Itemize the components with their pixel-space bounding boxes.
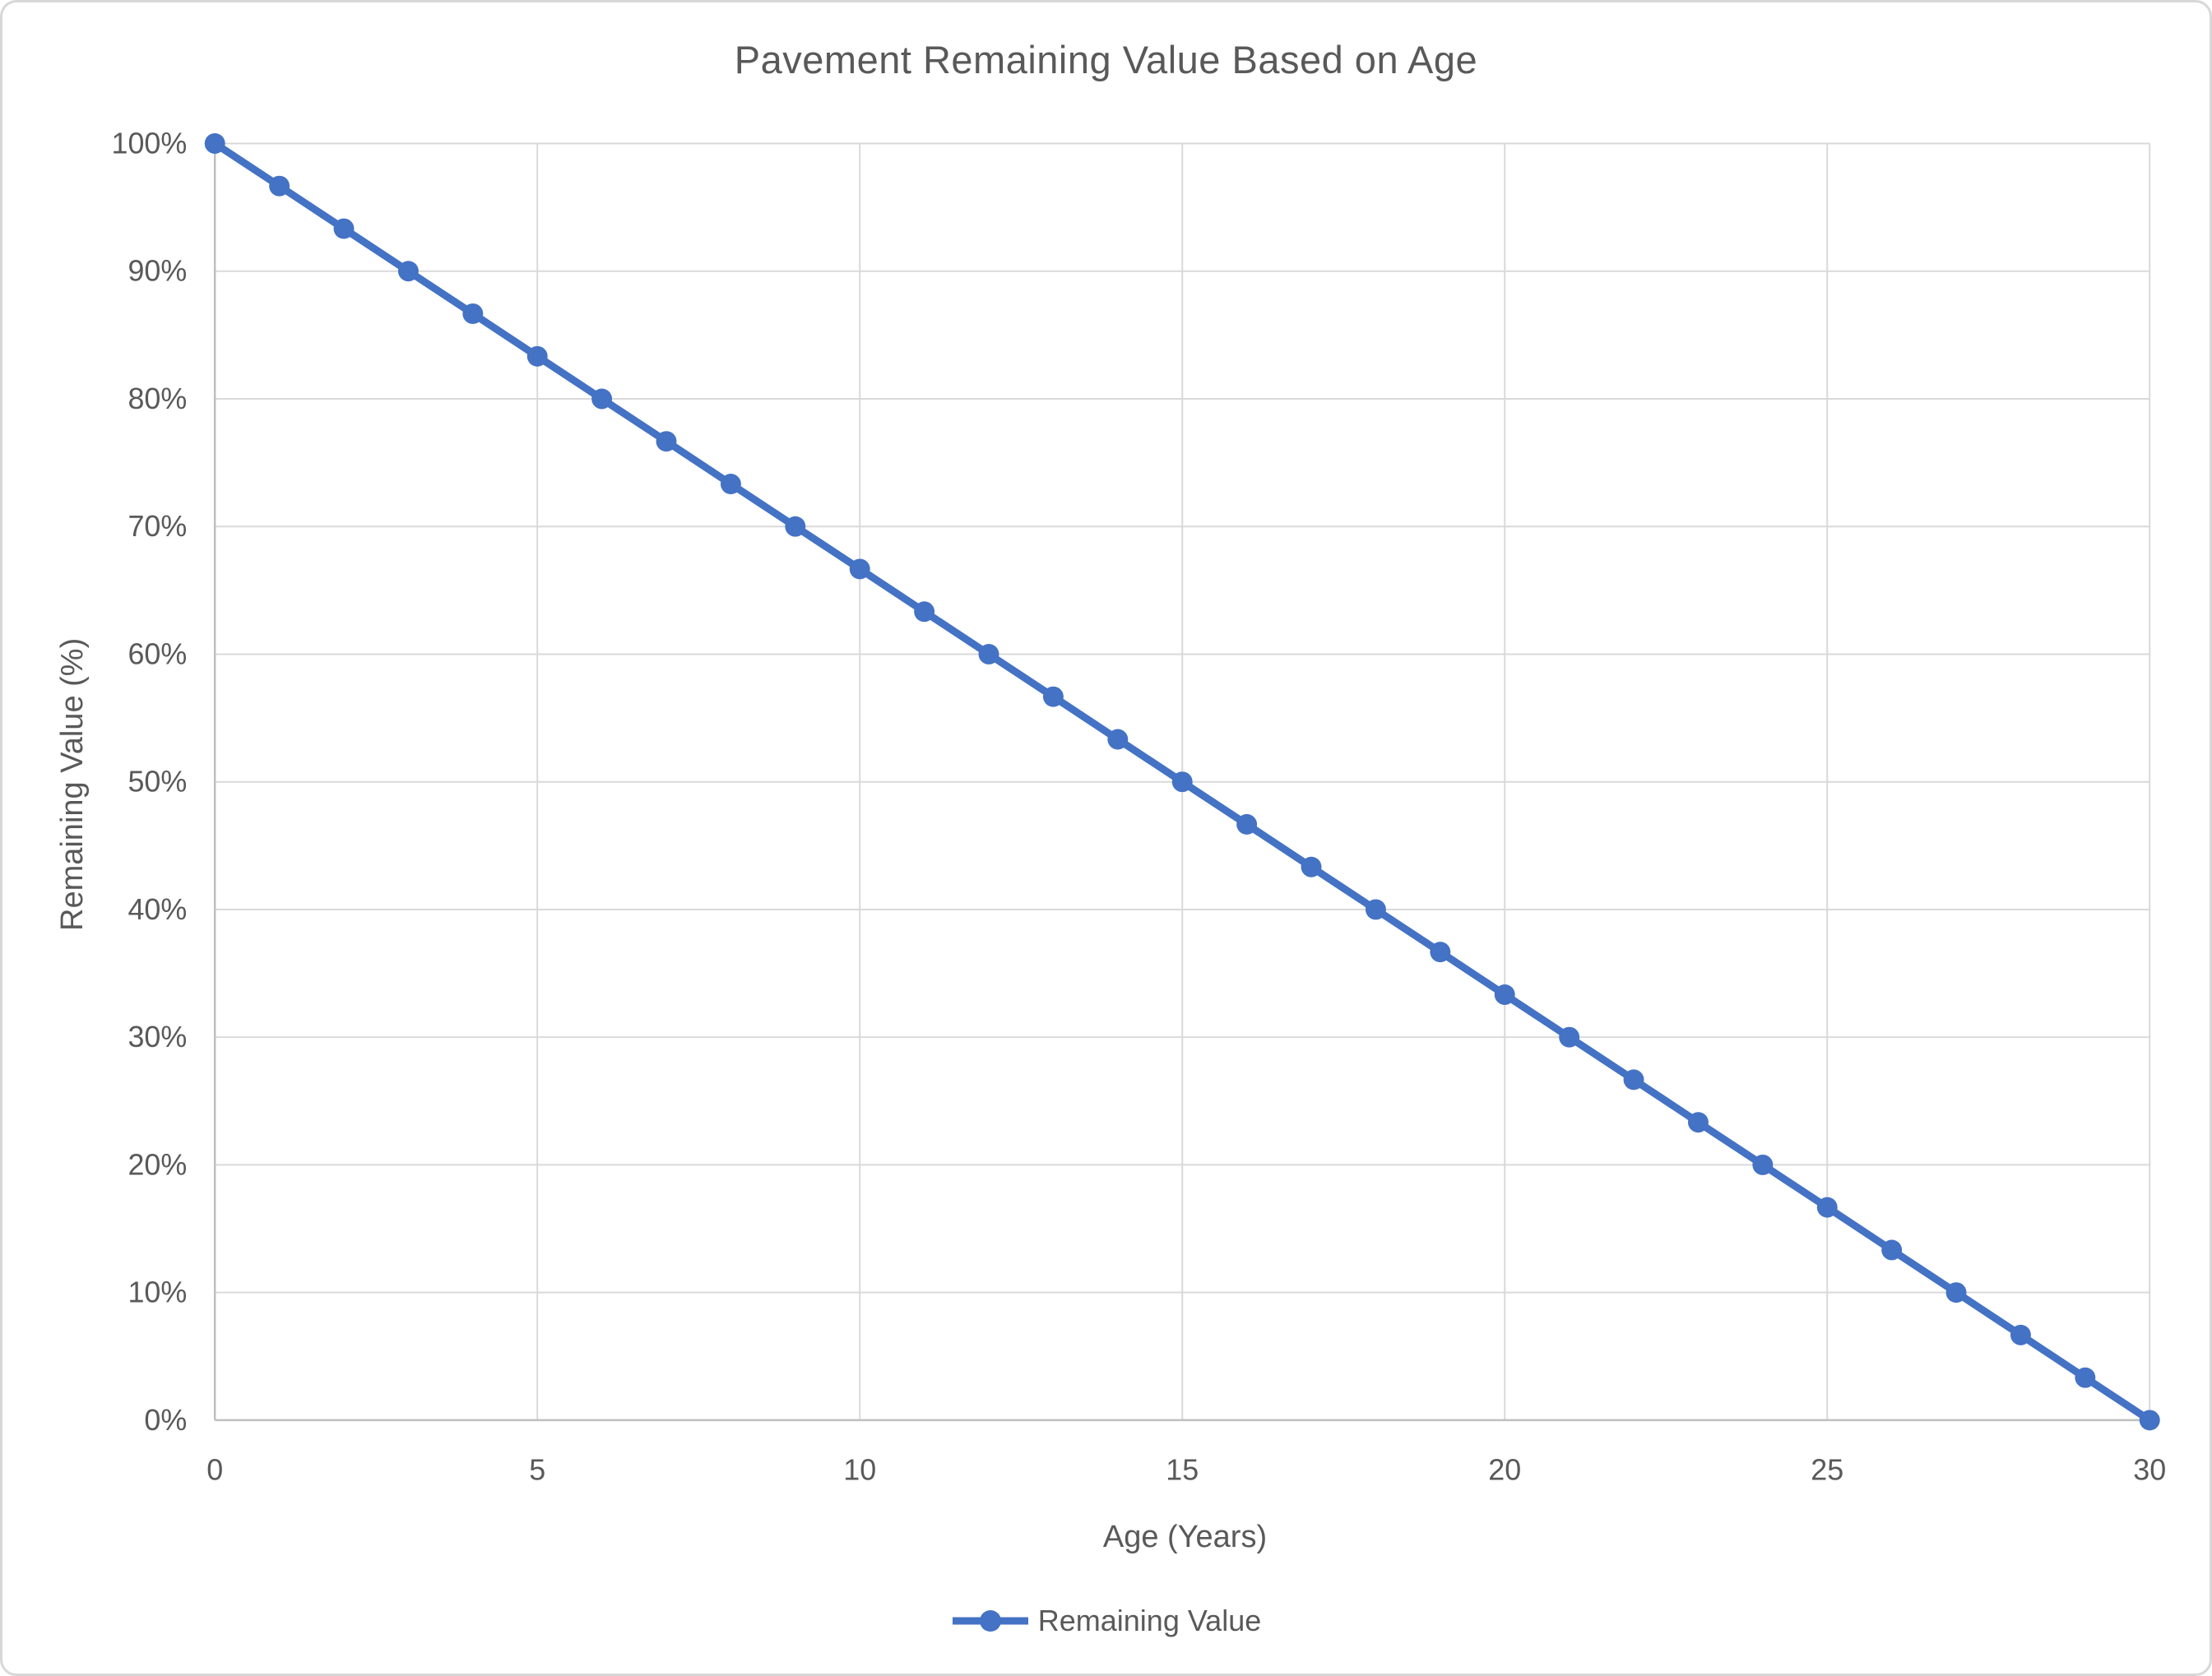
x-tick-label: 10 [843, 1454, 876, 1487]
data-point [591, 388, 613, 410]
data-point [526, 345, 548, 367]
y-tick-label: 100% [112, 127, 188, 160]
x-tick-label: 20 [1488, 1454, 1521, 1487]
data-point [1107, 729, 1129, 750]
data-point [1494, 984, 1515, 1005]
y-tick-label: 10% [128, 1276, 187, 1309]
data-point [1365, 899, 1386, 920]
y-tick-label: 50% [128, 766, 187, 799]
y-tick-label: 20% [128, 1148, 187, 1181]
x-axis-title: Age (Years) [1102, 1520, 1268, 1554]
data-point [1687, 1112, 1709, 1133]
x-tick-label: 5 [529, 1454, 545, 1487]
data-point [1881, 1239, 1903, 1261]
data-point [269, 175, 290, 197]
legend-line-marker-icon [952, 1610, 1028, 1632]
data-point [1945, 1282, 1967, 1303]
data-point [849, 558, 870, 580]
data-point [1559, 1026, 1580, 1048]
chart-title: Pavement Remaining Value Based on Age [734, 38, 1478, 81]
data-point [1236, 813, 1258, 835]
y-tick-label: 0% [144, 1404, 187, 1437]
legend[interactable]: Remaining Value [2, 1601, 2210, 1641]
data-point [2139, 1410, 2160, 1431]
data-point [204, 133, 225, 154]
data-point [1042, 686, 1064, 707]
x-tick-label: 15 [1166, 1454, 1199, 1487]
data-point [2010, 1324, 2031, 1345]
y-tick-label: 40% [128, 893, 187, 926]
y-tick-label: 70% [128, 510, 187, 543]
data-point [397, 261, 419, 282]
x-tick-label: 30 [2133, 1454, 2166, 1487]
y-tick-label: 90% [128, 255, 187, 288]
y-tick-label: 30% [128, 1021, 187, 1053]
legend-label: Remaining Value [1037, 1604, 1262, 1637]
data-point [462, 303, 484, 324]
data-point [785, 516, 806, 537]
data-point [2075, 1367, 2096, 1388]
x-tick-label: 25 [1811, 1454, 1843, 1487]
data-point [333, 218, 355, 239]
legend-marker-circle-icon [979, 1610, 1001, 1632]
data-point [1430, 942, 1451, 963]
data-point [1301, 856, 1322, 877]
y-tick-label: 60% [128, 637, 187, 670]
data-point [914, 601, 935, 623]
data-point [1752, 1154, 1774, 1175]
data-point [656, 431, 677, 452]
data-point [1171, 771, 1193, 793]
data-point [720, 474, 741, 494]
data-point [1816, 1197, 1838, 1218]
data-point [1623, 1069, 1644, 1090]
data-point [978, 643, 999, 664]
x-tick-label: 0 [206, 1454, 223, 1487]
y-tick-label: 80% [128, 382, 187, 415]
